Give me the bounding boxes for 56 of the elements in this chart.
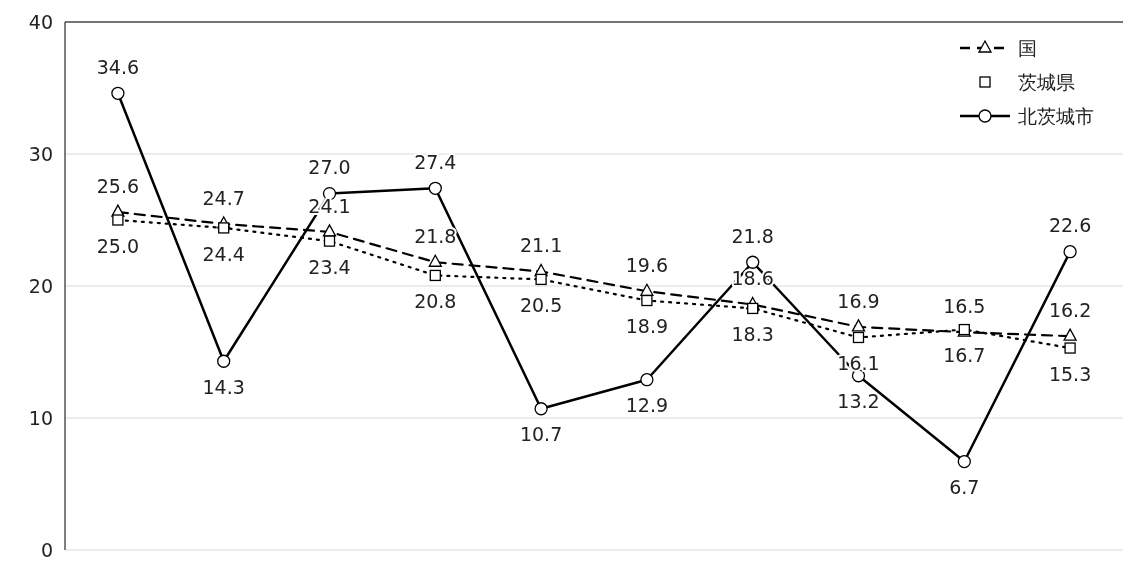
data-label: 22.6 [1048,214,1092,237]
legend-label: 国 [1018,36,1037,59]
data-label: 12.9 [625,394,669,417]
data-label: 16.7 [943,344,986,367]
point [746,255,760,269]
data-label: 18.3 [731,323,774,346]
y-tick-label: 20 [28,274,53,297]
data-label: 27.4 [414,150,457,173]
point [1063,328,1077,341]
point [640,283,654,296]
data-label: 20.5 [519,294,563,317]
data-label: 25.0 [96,234,140,257]
data-label: 24.7 [202,186,245,209]
point [641,294,653,307]
data-label: 14.3 [202,375,245,398]
point [640,373,654,387]
data-label: 27.0 [308,156,351,179]
y-tick-label: 10 [28,406,53,429]
data-label: 25.6 [96,174,140,197]
data-label: 16.5 [943,294,986,317]
data-label: 18.9 [625,315,669,338]
point [957,454,971,469]
data-label: 16.2 [1048,298,1092,321]
data-label: 21.1 [519,234,563,257]
point [428,181,442,195]
data-label: 21.8 [414,224,457,247]
point [111,86,125,100]
point [428,254,442,267]
data-label: 10.7 [519,423,563,446]
legend-label: 茨城県 [1018,70,1075,93]
point [217,354,231,368]
data-label: 20.8 [414,290,457,313]
y-tick-label: 0 [40,538,53,561]
point [852,331,865,344]
point [112,214,124,226]
point [323,235,336,247]
point [1063,245,1077,259]
point [1064,342,1076,354]
y-tick-label: 40 [28,10,53,33]
data-label: 19.6 [625,253,669,276]
data-label: 34.6 [96,55,140,78]
data-label: 24.4 [202,242,245,265]
legend-label: 北茨城市 [1018,104,1094,127]
point [218,222,230,234]
point [851,319,866,332]
data-label: 6.7 [949,476,980,499]
point [535,273,547,286]
point [429,269,441,282]
point [747,302,759,315]
y-tick-label: 30 [28,142,53,165]
data-label: 15.3 [1048,362,1092,385]
point [534,402,548,416]
data-label: 16.9 [837,289,880,312]
data-label: 23.4 [308,255,351,278]
data-label: 13.2 [837,390,880,413]
data-label: 21.8 [731,224,774,247]
